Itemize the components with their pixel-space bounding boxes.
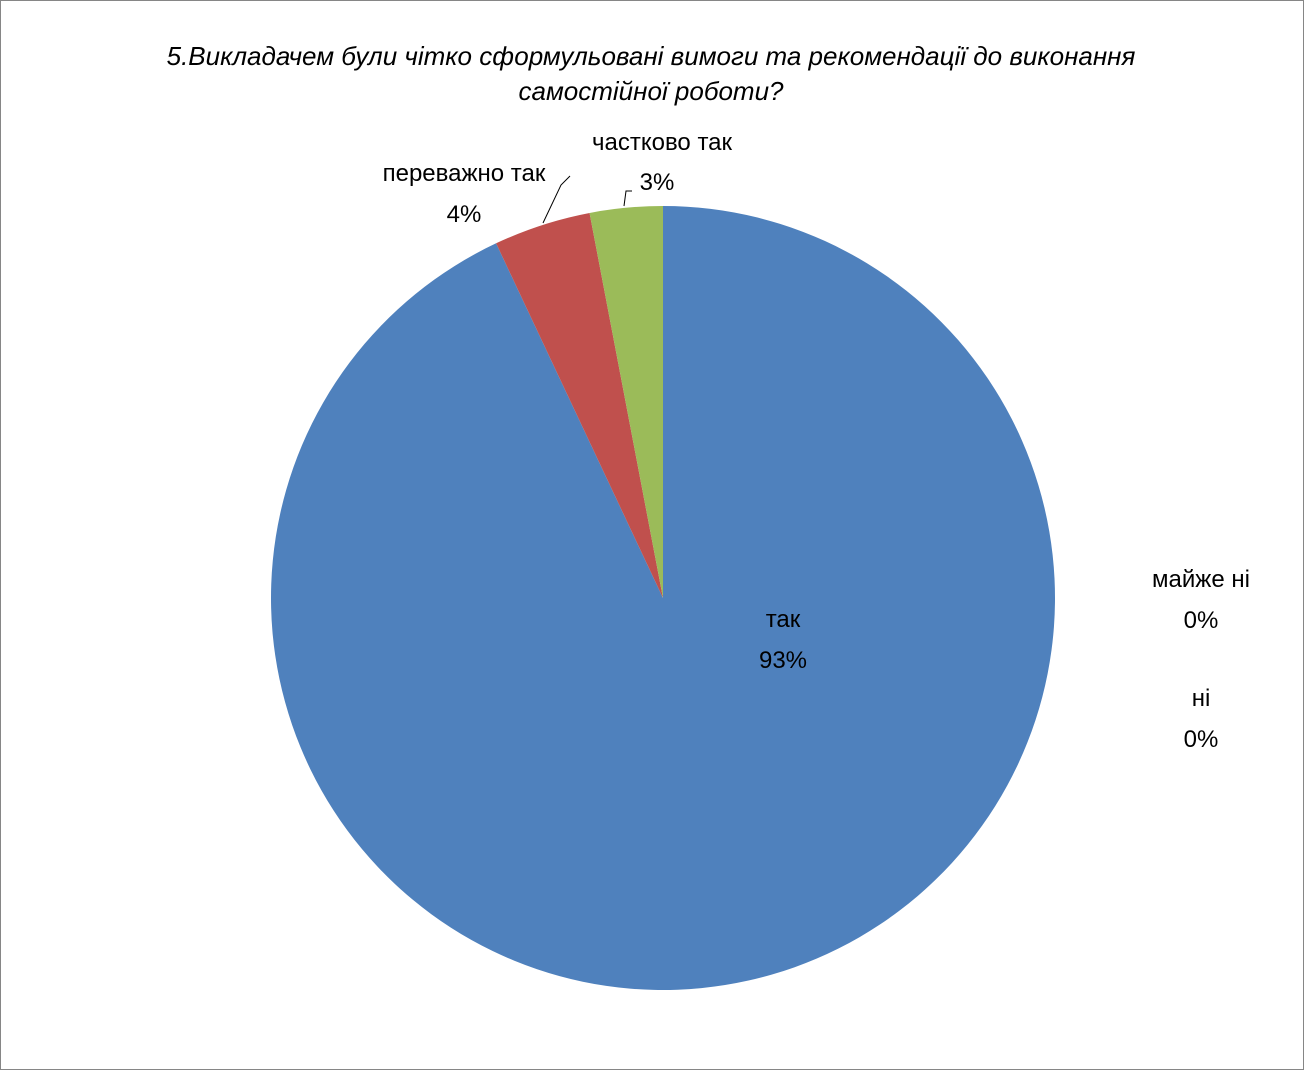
leader-line-частково-так: [623, 190, 632, 207]
data-label-category-так: так: [766, 606, 801, 633]
data-label-percent-так: 93%: [759, 647, 807, 674]
chart-title: 5.Викладачем були чітко сформульовані ви…: [166, 41, 1136, 106]
data-label-category-частково-так: частково так: [592, 129, 733, 156]
data-labels: так 93% переважно так 4% частково так 3% майже…: [383, 129, 1250, 753]
pie-slice-переважно-так: [496, 212, 663, 598]
data-label-percent-ні: 0%: [1184, 726, 1219, 753]
data-label-category-переважно-так: переважно так: [383, 160, 546, 187]
data-label-percent-частково-так: 3%: [640, 169, 675, 196]
pie-slice-частково-так: [589, 206, 663, 598]
data-label-percent-майже-ні: 0%: [1184, 607, 1219, 634]
pie-slices: [271, 206, 1056, 990]
data-label-percent-переважно-так: 4%: [447, 201, 482, 228]
leader-lines: [542, 175, 632, 224]
leader-line-переважно-так: [542, 175, 571, 224]
data-label-category-ні: ні: [1192, 685, 1211, 712]
data-label-category-майже-ні: майже ні: [1152, 566, 1250, 593]
pie-slice-так: [271, 206, 1056, 990]
